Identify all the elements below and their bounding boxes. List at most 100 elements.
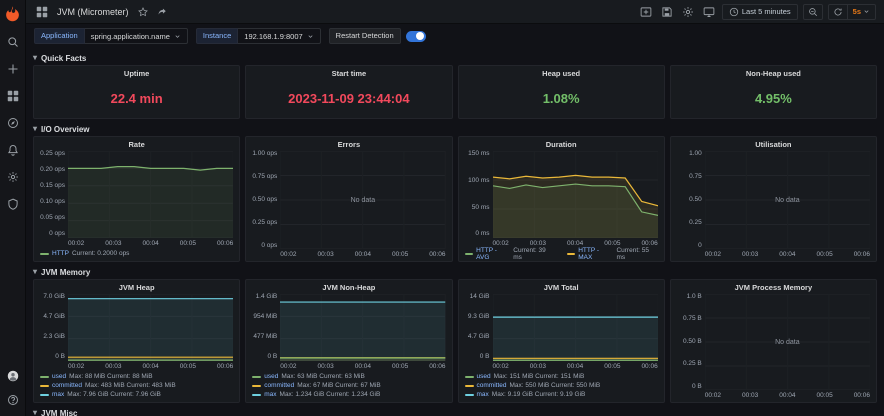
- row-header-jvm-misc[interactable]: ▾ JVM Misc: [33, 406, 877, 416]
- refresh-icon: [833, 7, 843, 17]
- caret-down-icon: [174, 33, 181, 40]
- variable-instance-dropdown[interactable]: 192.168.1.9:8007: [238, 27, 321, 45]
- panel-title[interactable]: Utilisation: [755, 140, 792, 149]
- plot-area: No data: [705, 151, 870, 249]
- legend-color-dash: [40, 375, 49, 378]
- dashboard-title[interactable]: JVM (Micrometer): [57, 6, 129, 17]
- panel-title[interactable]: Uptime: [123, 69, 150, 78]
- y-tick-label: 0.75 ops: [252, 172, 278, 180]
- y-tick-label: 50 ms: [471, 203, 490, 211]
- legend-item[interactable]: used Max: 151 MiB Current: 151 MiB: [464, 372, 658, 381]
- sidebar-menu: [5, 34, 21, 212]
- plot-area: No data: [280, 151, 445, 249]
- legend-item[interactable]: max Max: 1.234 GiB Current: 1.234 GiB: [252, 390, 445, 399]
- legend-series-name: used: [476, 373, 491, 380]
- y-tick-label: 0.05 ops: [40, 214, 65, 222]
- chevron-down-icon: ▾: [33, 267, 38, 276]
- x-tick-label: 00:02: [704, 392, 722, 399]
- panel-title[interactable]: Duration: [545, 140, 577, 149]
- save-dashboard-icon[interactable]: [659, 4, 675, 20]
- y-tick-label: 0 ops: [261, 241, 278, 249]
- add-panel-icon[interactable]: [638, 4, 654, 20]
- x-tick-label: 00:05: [391, 251, 409, 258]
- panel-title[interactable]: JVM Total: [543, 283, 579, 292]
- time-range-picker[interactable]: Last 5 minutes: [721, 3, 798, 20]
- legend-item[interactable]: HTTP Current: 0.2000 ops: [40, 249, 129, 258]
- user-avatar[interactable]: [5, 368, 21, 384]
- legend-item[interactable]: used Max: 88 MiB Current: 88 MiB: [40, 372, 233, 381]
- create-icon[interactable]: [5, 61, 21, 77]
- help-icon[interactable]: [5, 392, 21, 408]
- panel-title[interactable]: JVM Non-Heap: [322, 283, 376, 292]
- star-icon[interactable]: [136, 5, 150, 19]
- variable-instance-label: Instance: [195, 27, 239, 45]
- y-tick-label: 0 B: [267, 353, 278, 361]
- legend-series-name: HTTP - MAX: [578, 246, 600, 261]
- x-tick-label: 00:04: [354, 251, 371, 258]
- refresh-button[interactable]: [829, 4, 848, 19]
- restart-detection-toggle[interactable]: [405, 30, 426, 42]
- panel-title[interactable]: JVM Process Memory: [734, 283, 813, 292]
- x-tick-label: 00:04: [354, 363, 371, 370]
- legend-values: Max: 7.96 GiB Current: 7.96 GiB: [67, 391, 161, 398]
- legend-color-dash: [566, 252, 576, 255]
- cycle-view-icon[interactable]: [701, 4, 717, 20]
- x-axis: 00:02 00:03 00:04 00:05 00:06: [68, 238, 233, 247]
- legend-color-dash: [252, 375, 262, 378]
- share-icon[interactable]: [155, 5, 169, 19]
- panel-title[interactable]: Start time: [331, 69, 367, 78]
- caret-down-icon: [863, 8, 870, 15]
- y-tick-label: 4.7 GiB: [43, 313, 65, 321]
- x-tick-label: 00:02: [492, 240, 509, 247]
- panel-title[interactable]: Errors: [337, 140, 361, 149]
- legend-item[interactable]: committed Max: 483 MiB Current: 483 MiB: [40, 381, 233, 390]
- refresh-interval-label: 5s: [852, 7, 861, 16]
- legend-item[interactable]: max Max: 7.96 GiB Current: 7.96 GiB: [40, 390, 233, 399]
- legend-item[interactable]: used Max: 63 MiB Current: 63 MiB: [252, 372, 445, 381]
- row-header-i-o-overview[interactable]: ▾ I/O Overview: [33, 122, 877, 136]
- configuration-icon[interactable]: [5, 169, 21, 185]
- legend-series-name: used: [52, 373, 67, 380]
- legend-values: Current: 39 ms: [513, 246, 546, 261]
- panel-title[interactable]: JVM Heap: [118, 283, 155, 292]
- panel-title[interactable]: Heap used: [542, 69, 581, 78]
- legend: HTTP - AVG Current: 39 ms HTTP - MAX Curren…: [464, 246, 658, 261]
- y-tick-label: 0.25 ops: [40, 150, 65, 157]
- dashboards-icon[interactable]: [5, 88, 21, 104]
- legend-values: Current: 0.2000 ops: [71, 250, 130, 257]
- legend-item[interactable]: HTTP - MAX Current: 55 ms: [566, 246, 658, 261]
- stat-value: 2023-11-09 23:44:04: [288, 90, 410, 106]
- legend-item[interactable]: committed Max: 67 MiB Current: 67 MiB: [252, 381, 445, 390]
- panel-title[interactable]: Rate: [128, 140, 145, 149]
- graphs-row: JVM Heap 7.0 GiB 4.7 GiB 2.3 GiB 0 B 00:02 00:…: [33, 279, 877, 403]
- search-icon[interactable]: [5, 34, 21, 50]
- dashboard-settings-icon[interactable]: [680, 4, 696, 20]
- legend-item[interactable]: HTTP - AVG Current: 39 ms: [464, 246, 555, 261]
- x-tick-label: 00:03: [105, 240, 122, 247]
- legend-item[interactable]: committed Max: 550 MiB Current: 550 MiB: [464, 381, 658, 390]
- x-tick-label: 00:02: [280, 251, 297, 258]
- zoom-out-button[interactable]: [802, 3, 823, 20]
- panel-title[interactable]: Non-Heap used: [745, 69, 801, 78]
- legend-series-name: used: [264, 373, 279, 380]
- row-header-quick-facts[interactable]: ▾ Quick Facts: [33, 51, 877, 65]
- dashboard-icon[interactable]: [34, 4, 50, 20]
- panel-non-heap-used: Non-Heap used 4.95%: [669, 65, 877, 119]
- x-tick-label: 00:02: [492, 363, 509, 370]
- grafana-logo[interactable]: [4, 5, 21, 22]
- variable-instance-value: 192.168.1.9:8007: [244, 31, 303, 41]
- variable-application-dropdown[interactable]: spring.application.name: [84, 27, 188, 45]
- restart-detection-button[interactable]: Restart Detection: [328, 27, 401, 45]
- row-header-jvm-memory[interactable]: ▾ JVM Memory: [33, 265, 877, 279]
- server-admin-icon[interactable]: [5, 196, 21, 212]
- panel-rate: Rate 0.25 ops 0.20 ops 0.15 ops 0.10 ops 0.05…: [33, 136, 241, 262]
- y-tick-label: 0.20 ops: [40, 166, 65, 174]
- explore-icon[interactable]: [5, 115, 21, 131]
- legend-color-dash: [252, 384, 262, 387]
- plot-area: [68, 294, 234, 361]
- refresh-interval-dropdown[interactable]: 5s: [848, 5, 875, 19]
- alerting-icon[interactable]: [5, 142, 21, 158]
- legend-item[interactable]: max Max: 9.19 GiB Current: 9.19 GiB: [464, 390, 658, 399]
